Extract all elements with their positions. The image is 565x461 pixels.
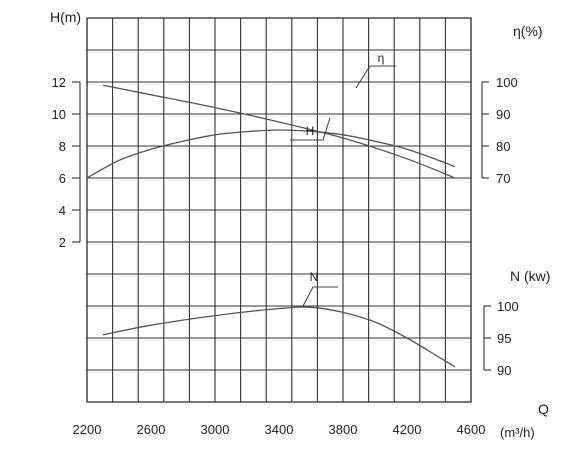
eta-curve-label: η [378, 51, 385, 65]
power-leader-line [302, 286, 338, 307]
h-axis-tick-label: 2 [59, 235, 66, 250]
h-axis-tick-label: 12 [52, 75, 66, 90]
power-curve [102, 306, 456, 368]
x-axis-title: Q [538, 401, 549, 417]
x-axis-tick-label: 3000 [201, 422, 230, 437]
head-leader-line [290, 117, 331, 141]
curve-layer [86, 65, 456, 368]
x-axis-tick-label: 2200 [73, 422, 102, 437]
x-axis-tick-label: 4200 [393, 422, 422, 437]
h-axis-tick-label: 10 [52, 107, 66, 122]
eta-axis-tick-label: 90 [496, 107, 510, 122]
head-curve [102, 84, 456, 179]
x-axis-tick-label: 2600 [137, 422, 166, 437]
eta-axis-tick-label: 80 [496, 139, 510, 154]
plot-frame [86, 17, 472, 403]
label-layer: η H N H(m) 12 10 8 6 4 2 η(%) 100 90 80 70 N (kw) 100 95 9… [50, 9, 550, 440]
grid-layer [86, 17, 472, 403]
x-axis-tick-label: 3400 [265, 422, 294, 437]
n-axis-title: N (kw) [510, 268, 550, 284]
h-axis-tick-label: 6 [59, 171, 66, 186]
h-axis-tick-label: 4 [59, 203, 66, 218]
eta-axis-title: η(%) [513, 23, 543, 39]
n-axis-tick-label: 90 [497, 363, 511, 378]
eta-curve [86, 129, 456, 179]
n-axis-tick-label: 95 [497, 331, 511, 346]
eta-axis-tick-label: 70 [496, 171, 510, 186]
x-axis-tick-label: 4600 [457, 422, 486, 437]
x-axis-tick-label: 3800 [329, 422, 358, 437]
eta-axis-tick-label: 100 [496, 75, 518, 90]
head-curve-label: H [306, 124, 315, 138]
x-axis-unit: (m³/h) [500, 425, 535, 440]
n-axis-tick-label: 100 [497, 299, 519, 314]
h-axis-tick-label: 8 [59, 139, 66, 154]
power-curve-label: N [310, 270, 319, 284]
eta-leader-line [355, 65, 396, 89]
h-axis-title: H(m) [50, 9, 81, 25]
